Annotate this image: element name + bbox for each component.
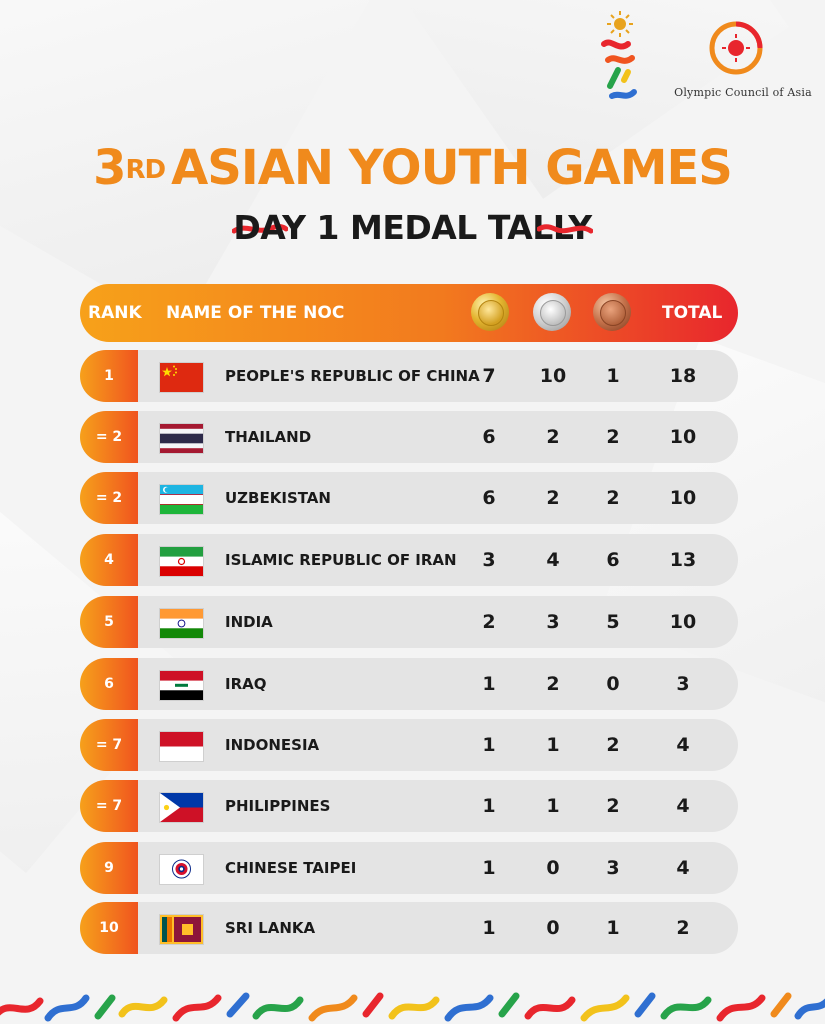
total-count: 3 (676, 673, 690, 695)
table-header: RANK NAME OF THE NOC TOTAL (80, 284, 738, 342)
silver-count: 0 (546, 857, 560, 879)
bronze-count: 3 (606, 857, 620, 879)
china-flag-icon (160, 363, 203, 392)
gold-count: 3 (482, 549, 496, 571)
table-row: 4 ISLAMIC REPUBLIC OF IRAN 3 4 6 13 (80, 534, 738, 586)
country-name: IRAQ (225, 675, 267, 693)
gold-count: 6 (482, 426, 496, 448)
gold-count: 7 (482, 365, 496, 387)
title-ordinal-suffix: RD (125, 155, 167, 185)
table-row: 10 SRI LANKA 1 0 1 2 (80, 902, 738, 954)
right-swash-icon (537, 224, 593, 234)
header-rank: RANK (88, 303, 142, 323)
bronze-count: 0 (606, 673, 620, 695)
total-count: 18 (669, 365, 697, 387)
chinese-taipei-flag-icon (160, 855, 203, 884)
oca-name: Olympic Council of Asia (674, 86, 812, 99)
gold-count: 1 (482, 673, 496, 695)
bronze-count: 2 (606, 795, 620, 817)
philippines-flag-icon (160, 793, 203, 822)
table-row: 1 PEOPLE'S REPUBLIC OF CHINA 7 10 1 18 (80, 350, 738, 402)
gold-count: 2 (482, 611, 496, 633)
silver-count: 0 (546, 917, 560, 939)
silver-count: 2 (546, 487, 560, 509)
silver-count: 3 (546, 611, 560, 633)
silver-count: 1 (546, 734, 560, 756)
silver-count: 1 (546, 795, 560, 817)
country-name: SRI LANKA (225, 919, 316, 937)
silver-count: 2 (546, 673, 560, 695)
sri-lanka-flag-icon (160, 915, 203, 944)
page-title: 3RD ASIAN YOUTH GAMES (0, 138, 825, 198)
table-row: = 7 INDONESIA 1 1 2 4 (80, 719, 738, 771)
rank-cell: = 2 (80, 411, 138, 463)
country-name: ISLAMIC REPUBLIC OF IRAN (225, 551, 457, 569)
total-count: 10 (669, 426, 697, 448)
gold-count: 6 (482, 487, 496, 509)
gold-count: 1 (482, 917, 496, 939)
left-swash-icon (232, 223, 288, 234)
total-count: 4 (676, 734, 690, 756)
silver-count: 2 (546, 426, 560, 448)
decorative-pattern-border (0, 992, 825, 1022)
rank-cell: = 2 (80, 472, 138, 524)
country-name: INDIA (225, 613, 273, 631)
asian-youth-games-logo (598, 8, 640, 106)
bronze-count: 2 (606, 487, 620, 509)
silver-medal-icon (533, 293, 571, 331)
total-count: 13 (669, 549, 697, 571)
rank-cell: 10 (80, 902, 138, 954)
table-row: 5 INDIA 2 3 5 10 (80, 596, 738, 648)
rank-cell: = 7 (80, 719, 138, 771)
country-name: THAILAND (225, 428, 312, 446)
uzbekistan-flag-icon (160, 485, 203, 514)
gold-count: 1 (482, 734, 496, 756)
bronze-count: 5 (606, 611, 620, 633)
oca-logo: Olympic Council of Asia (668, 18, 818, 104)
silver-count: 10 (539, 365, 567, 387)
bronze-count: 2 (606, 734, 620, 756)
table-row: = 2 UZBEKISTAN 6 2 2 10 (80, 472, 738, 524)
country-name: UZBEKISTAN (225, 489, 331, 507)
title-text: ASIAN YOUTH GAMES (171, 140, 733, 196)
bronze-count: 6 (606, 549, 620, 571)
rank-cell: = 7 (80, 780, 138, 832)
total-count: 10 (669, 611, 697, 633)
rank-cell: 1 (80, 350, 138, 402)
gold-medal-icon (471, 293, 509, 331)
header-name: NAME OF THE NOC (166, 303, 345, 323)
iran-flag-icon (160, 547, 203, 576)
bronze-count: 2 (606, 426, 620, 448)
country-name: PHILIPPINES (225, 797, 331, 815)
table-row: 9 CHINESE TAIPEI 1 0 3 4 (80, 842, 738, 894)
country-name: PEOPLE'S REPUBLIC OF CHINA (225, 367, 480, 385)
bronze-count: 1 (606, 917, 620, 939)
table-row: = 7 PHILIPPINES 1 1 2 4 (80, 780, 738, 832)
country-name: INDONESIA (225, 736, 320, 754)
total-count: 4 (676, 795, 690, 817)
gold-count: 1 (482, 857, 496, 879)
total-count: 10 (669, 487, 697, 509)
india-flag-icon (160, 609, 203, 638)
thailand-flag-icon (160, 424, 203, 453)
page-subtitle: DAY 1 MEDAL TALLY (233, 208, 592, 247)
bronze-medal-icon (593, 293, 631, 331)
silver-count: 4 (546, 549, 560, 571)
rank-cell: 4 (80, 534, 138, 586)
title-ordinal: 3 (93, 140, 126, 196)
table-row: = 2 THAILAND 6 2 2 10 (80, 411, 738, 463)
table-row: 6 IRAQ 1 2 0 3 (80, 658, 738, 710)
gold-count: 1 (482, 795, 496, 817)
iraq-flag-icon (160, 671, 203, 700)
rank-cell: 5 (80, 596, 138, 648)
rank-cell: 9 (80, 842, 138, 894)
total-count: 2 (676, 917, 690, 939)
total-count: 4 (676, 857, 690, 879)
bronze-count: 1 (606, 365, 620, 387)
country-name: CHINESE TAIPEI (225, 859, 357, 877)
subtitle-bar: DAY 1 MEDAL TALLY (0, 205, 825, 251)
indonesia-flag-icon (160, 732, 203, 761)
rank-cell: 6 (80, 658, 138, 710)
header-total: TOTAL (662, 303, 723, 323)
